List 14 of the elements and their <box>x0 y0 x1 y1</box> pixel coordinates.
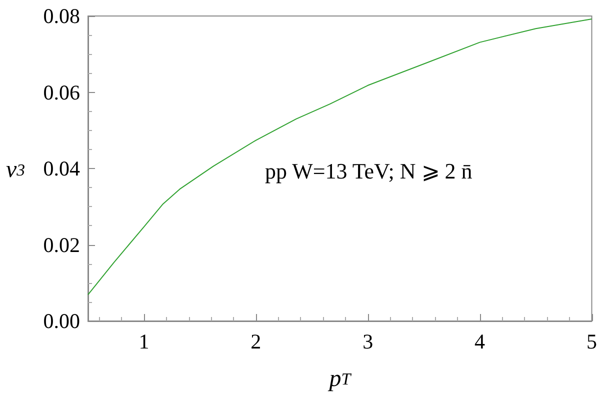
y-tick-label: 0.00 <box>43 309 80 333</box>
y-tick-label: 0.06 <box>43 80 80 104</box>
y-tick-label: 0.08 <box>43 4 80 28</box>
x-tick-label: 5 <box>586 330 597 354</box>
x-tick-label: 1 <box>138 330 150 354</box>
annotation: pp W=13 TeV; N ⩾ 2 n̄ <box>265 158 472 184</box>
y-tick-label: 0.04 <box>43 156 80 180</box>
y-axis-title: v3 <box>6 157 26 183</box>
x-tick-label: 3 <box>362 330 374 354</box>
x-tick-label: 2 <box>250 330 262 354</box>
x-tick-label: 4 <box>474 330 486 354</box>
line-series <box>88 18 592 296</box>
y-tick-label: 0.02 <box>43 232 80 257</box>
x-axis-title: pT <box>327 366 352 392</box>
